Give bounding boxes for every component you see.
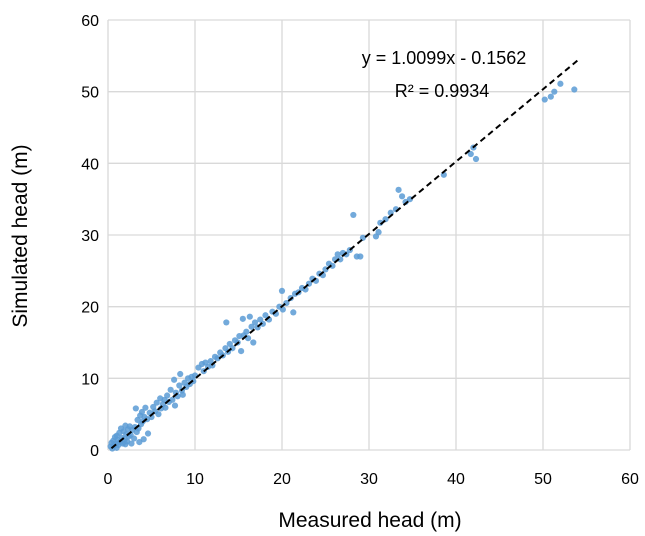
data-point (334, 251, 341, 258)
data-point (375, 229, 382, 236)
data-point (223, 319, 230, 326)
data-point (238, 348, 245, 355)
x-tick-label: 20 (273, 471, 291, 488)
data-point (557, 80, 564, 87)
x-tick-label: 50 (534, 471, 552, 488)
data-point (140, 436, 147, 443)
data-point (262, 312, 269, 319)
data-point (153, 399, 160, 406)
y-tick-label: 60 (81, 13, 99, 30)
y-tick-label: 50 (81, 85, 99, 102)
data-point (176, 382, 183, 389)
x-tick-label: 60 (621, 471, 639, 488)
data-point (214, 355, 221, 362)
y-tick-label: 40 (81, 156, 99, 173)
data-point (142, 404, 149, 411)
data-point (177, 370, 184, 378)
data-point (350, 211, 357, 219)
trendline-equation: y = 1.0099x - 0.1562 (362, 48, 527, 68)
data-point (398, 193, 406, 200)
x-tick-label: 40 (447, 471, 465, 488)
data-point (472, 155, 480, 163)
data-point (551, 88, 558, 95)
data-point (250, 339, 257, 346)
x-axis-title: Measured head (m) (278, 509, 461, 532)
data-point (329, 262, 336, 269)
data-point (337, 256, 344, 263)
y-tick-label: 20 (81, 300, 99, 317)
data-point (131, 435, 138, 442)
data-point (243, 328, 250, 335)
data-point (171, 376, 178, 383)
data-point (169, 396, 176, 403)
y-tick-label: 10 (81, 371, 99, 388)
data-point (171, 402, 179, 409)
data-point (395, 186, 402, 193)
data-point (155, 411, 162, 418)
trendline (110, 59, 579, 449)
y-axis-title: Simulated head (m) (9, 144, 32, 327)
y-tick-label: 30 (81, 228, 99, 245)
data-point (357, 253, 364, 260)
data-point (246, 313, 253, 320)
data-point (278, 287, 286, 294)
data-point (541, 96, 548, 103)
data-point (164, 392, 171, 399)
data-point (467, 150, 474, 158)
data-point (179, 391, 186, 398)
data-point (571, 86, 578, 93)
r-squared-label: R² = 0.9934 (395, 81, 490, 101)
data-point (132, 405, 139, 412)
data-point (128, 440, 135, 447)
data-point (290, 309, 297, 316)
x-tick-label: 0 (104, 471, 113, 488)
data-point (144, 430, 152, 437)
tick-labels: 0 10 20 30 40 50 60 0 10 20 30 40 50 60 (81, 13, 639, 488)
x-tick-label: 10 (186, 471, 204, 488)
data-point (547, 93, 554, 100)
data-point (162, 404, 169, 411)
data-point (239, 315, 246, 322)
data-point (167, 386, 174, 393)
data-point (138, 408, 146, 416)
x-tick-label: 30 (360, 471, 378, 488)
data-point (248, 323, 255, 330)
data-point (251, 319, 259, 326)
y-tick-label: 0 (90, 443, 99, 460)
